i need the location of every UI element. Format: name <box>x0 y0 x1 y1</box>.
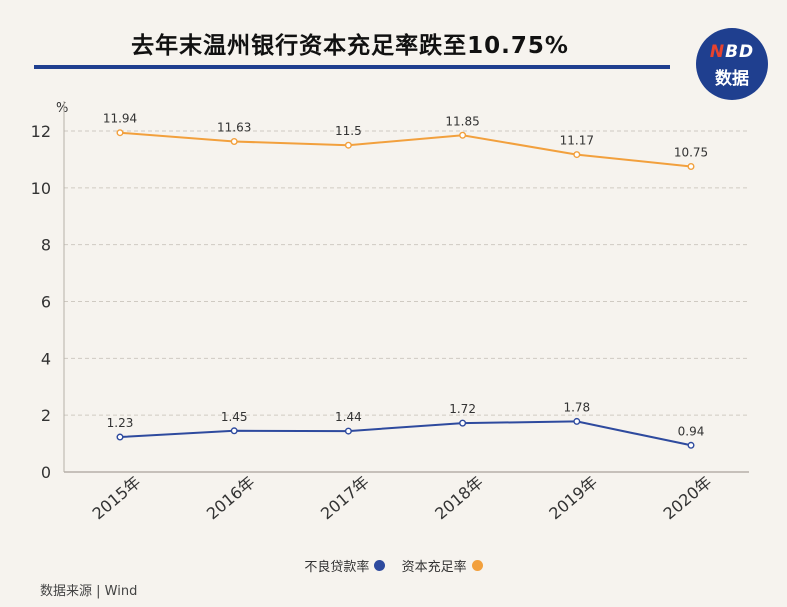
x-tick-label: 2016年 <box>203 472 259 523</box>
data-point-npl[interactable] <box>573 417 581 425</box>
series-line-car <box>119 131 692 168</box>
y-tick-label: 2 <box>41 406 51 425</box>
legend-item-car[interactable]: 资本充足率 <box>402 556 483 575</box>
x-tick-labels: 2015年 2016年 2017年 2018年 2019年 2020年 <box>89 472 716 523</box>
grid-lines <box>63 101 749 473</box>
legend-item-npl[interactable]: 不良贷款率 <box>304 556 386 575</box>
data-label-car: 11.63 <box>217 121 251 135</box>
data-point-npl[interactable] <box>687 441 695 449</box>
logo-text-top: NBD <box>709 42 755 62</box>
data-label-npl: 1.72 <box>449 402 476 416</box>
data-label-npl: 0.94 <box>678 424 705 438</box>
data-label-car: 11.85 <box>445 114 479 128</box>
y-tick-label: 6 <box>41 293 51 312</box>
data-source: 数据来源 | Wind <box>40 584 138 599</box>
data-point-car[interactable] <box>687 163 695 171</box>
data-label-car: 11.5 <box>335 124 362 138</box>
data-point-npl[interactable] <box>230 427 238 435</box>
y-tick-label: 12 <box>31 122 51 141</box>
data-point-car[interactable] <box>116 129 124 137</box>
y-tick-labels: 0 2 4 6 8 10 12 <box>31 122 51 482</box>
data-label-npl: 1.78 <box>563 400 590 414</box>
x-tick-label: 2017年 <box>317 472 373 523</box>
data-point-car[interactable] <box>230 138 238 146</box>
data-label-car: 10.75 <box>674 146 708 160</box>
data-label-car: 11.17 <box>560 134 594 148</box>
data-point-npl[interactable] <box>116 433 124 441</box>
y-tick-label: 4 <box>41 349 51 368</box>
data-label-npl: 1.45 <box>221 410 248 424</box>
legend-swatch-car <box>471 560 483 571</box>
data-label-npl: 1.44 <box>335 410 362 424</box>
series-line-npl <box>119 420 692 447</box>
data-point-car[interactable] <box>573 151 581 159</box>
data-point-car[interactable] <box>344 141 352 149</box>
y-axis-unit: % <box>56 101 68 116</box>
x-tick-label: 2018年 <box>431 472 487 523</box>
data-label-npl: 1.23 <box>107 416 134 430</box>
x-tick-label: 2020年 <box>660 472 716 523</box>
y-tick-label: 10 <box>31 179 51 198</box>
chart-title: 去年末温州银行资本充足率跌至10.75% <box>131 33 569 59</box>
data-label-car: 11.94 <box>103 112 137 126</box>
x-tick-label: 2019年 <box>545 472 601 523</box>
nbd-logo: NBD 数据 <box>696 28 768 100</box>
data-point-car[interactable] <box>459 131 467 139</box>
legend-swatch-npl <box>374 560 386 571</box>
y-tick-label: 0 <box>41 463 51 482</box>
legend-label-npl: 不良贷款率 <box>304 560 370 575</box>
x-tick-label: 2015年 <box>89 472 145 523</box>
data-point-npl[interactable] <box>344 427 352 435</box>
series-lines: 1.23 1.45 1.44 1.72 1.78 0.94 11.94 11.63 11.5 11… <box>103 112 708 449</box>
legend: 不良贷款率 资本充足率 <box>0 556 787 575</box>
legend-label-car: 资本充足率 <box>401 560 467 575</box>
data-point-npl[interactable] <box>459 419 467 427</box>
y-tick-label: 8 <box>41 236 51 255</box>
logo-text-bottom: 数据 <box>715 69 749 89</box>
title-underline <box>34 65 670 69</box>
